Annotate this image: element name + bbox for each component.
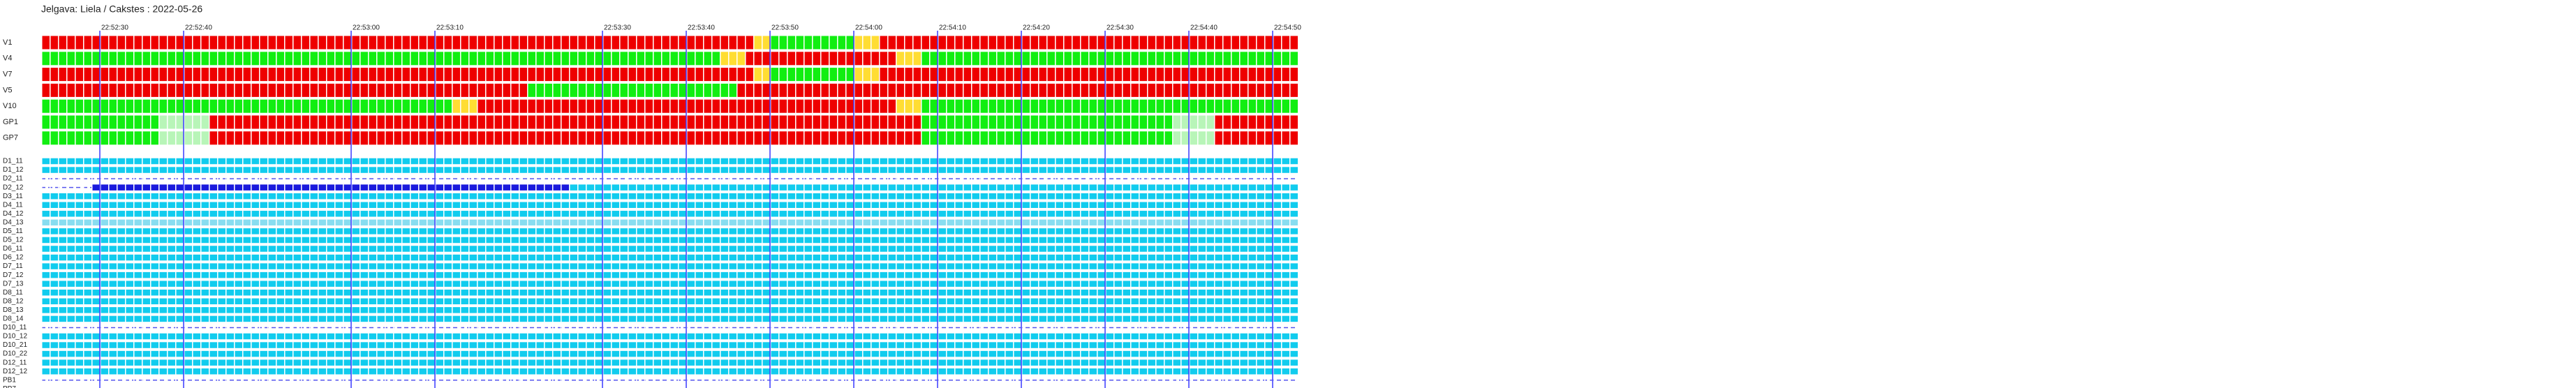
- x-tick-label: 22:54:30: [1106, 24, 1134, 32]
- x-tick-label: 22:53:10: [436, 24, 464, 32]
- x-tick-label: 22:54:10: [939, 24, 966, 32]
- row-label: D1_11: [3, 158, 23, 165]
- x-tick-label: 22:53:30: [604, 24, 631, 32]
- row-label: D2_12: [3, 184, 24, 191]
- row-label: D1_12: [3, 166, 24, 174]
- row-label: D10_12: [3, 333, 27, 341]
- row-label: D10_11: [3, 324, 27, 331]
- row-label: V10: [3, 102, 17, 110]
- x-tick-label: 22:54:50: [1274, 24, 1301, 32]
- x-tick-label: 22:52:30: [101, 24, 128, 32]
- row-label: D8_14: [3, 315, 24, 323]
- grid: 22:52:30 22:52:40 22:53:00 22:53:10 22:53:30…: [99, 24, 1301, 388]
- x-tick-label: 22:53:50: [771, 24, 799, 32]
- row-label: V7: [3, 70, 12, 79]
- x-tick-label: 22:54:20: [1023, 24, 1050, 32]
- row-label: D10_21: [3, 341, 27, 349]
- row-label: GP1: [3, 118, 18, 126]
- row-label: D4_12: [3, 210, 24, 218]
- row-label: D2_11: [3, 175, 23, 183]
- row-label: D5_12: [3, 237, 24, 244]
- x-tick-label: 22:53:40: [688, 24, 715, 32]
- row-label: D4_13: [3, 218, 24, 226]
- row-label: GP7: [3, 134, 18, 142]
- row-label: D7_13: [3, 280, 24, 288]
- row-label: V1: [3, 38, 12, 47]
- row-label: D4_11: [3, 201, 23, 209]
- x-tick-label: 22:54:40: [1190, 24, 1217, 32]
- row-label: D8_12: [3, 297, 24, 305]
- row-label: D8_13: [3, 306, 24, 314]
- chart-title: Jelgava: Liela / Cakstes : 2022-05-26: [41, 3, 202, 15]
- row-label: V4: [3, 54, 12, 63]
- cell-separators: [41, 33, 1298, 388]
- x-tick-label: 22:54:00: [855, 24, 882, 32]
- x-tick-label: 22:53:00: [353, 24, 380, 32]
- row-label: V5: [3, 86, 12, 94]
- row-label: D7_12: [3, 271, 24, 279]
- row-label: PB1: [3, 376, 16, 384]
- row-label: PP7: [3, 385, 16, 388]
- row-label: D8_11: [3, 289, 23, 297]
- x-tick-label: 22:52:40: [185, 24, 212, 32]
- row-label: D5_11: [3, 227, 23, 235]
- row-label: D10_22: [3, 350, 27, 358]
- row-label: D6_11: [3, 245, 23, 253]
- row-label: D12_12: [3, 368, 27, 375]
- row-label: D12_11: [3, 359, 27, 366]
- row-label: D3_11: [3, 193, 23, 200]
- row-label: D6_12: [3, 254, 24, 262]
- row-label: D7_11: [3, 262, 23, 270]
